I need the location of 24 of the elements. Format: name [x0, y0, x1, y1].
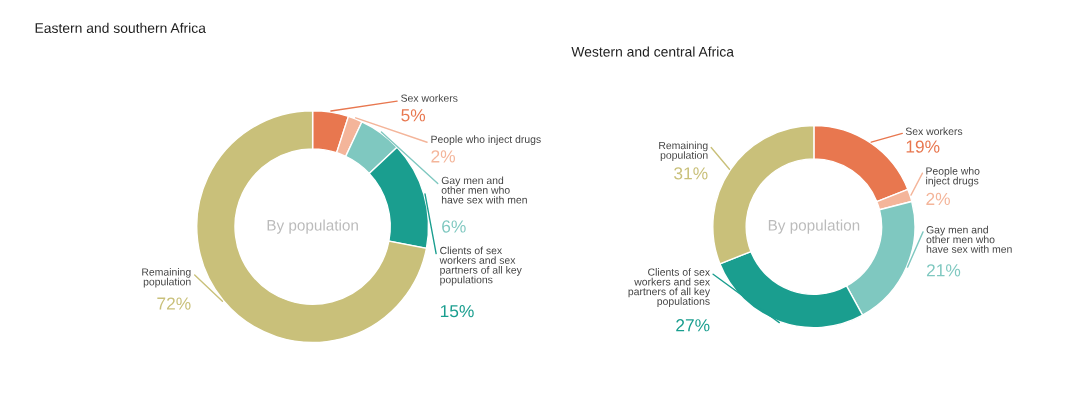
text: By population: [267, 219, 358, 234]
data-label: 15%: [440, 305, 474, 318]
data-label: 2%: [431, 150, 456, 163]
slice-label: Remaining population: [659, 141, 708, 161]
slice-label: Clients of sex workers and sex partners of all key populations: [439, 246, 522, 286]
slice-label: Clients of sex workers and sex partners of all key populations: [628, 268, 711, 307]
text: By population: [768, 219, 860, 234]
chart-title: Eastern and southern Africa: [35, 22, 206, 33]
data-label: 21%: [926, 264, 961, 277]
data-label: 31%: [674, 167, 708, 180]
data-label: 27%: [676, 319, 710, 332]
data-label: 19%: [906, 140, 940, 153]
data-label: 72%: [157, 297, 191, 310]
slice-label: Gay men and other men who have sex with men: [441, 176, 527, 204]
data-label: 2%: [926, 192, 950, 206]
data-label: 5%: [401, 109, 426, 122]
slice-label: Remaining population: [142, 268, 191, 288]
data-label: 6%: [442, 220, 466, 233]
slice-label: Gay men and other men who have sex with men: [926, 225, 1012, 253]
slice-label: Sex workers: [905, 127, 963, 135]
slice-label: People who inject drugs: [431, 135, 541, 146]
chart-title: Western and central Africa: [571, 46, 734, 57]
slice-label: Sex workers: [401, 94, 458, 102]
slice-label: People who inject drugs: [926, 167, 980, 187]
